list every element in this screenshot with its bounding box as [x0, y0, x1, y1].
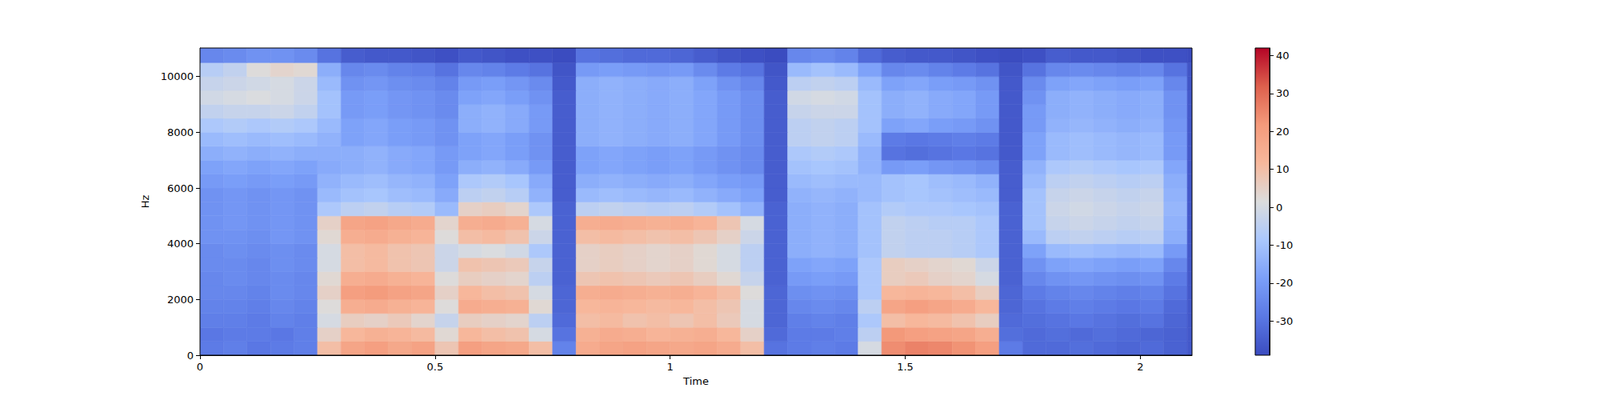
svg-text:1: 1 [667, 360, 674, 373]
svg-text:-20: -20 [1276, 276, 1293, 289]
svg-text:1.5: 1.5 [896, 360, 914, 373]
svg-text:20: 20 [1276, 125, 1290, 138]
svg-text:40: 40 [1276, 49, 1290, 62]
svg-text:8000: 8000 [167, 126, 194, 139]
svg-text:6000: 6000 [167, 182, 194, 195]
svg-text:0: 0 [187, 349, 194, 362]
svg-text:0: 0 [1276, 201, 1283, 214]
svg-text:-30: -30 [1276, 315, 1293, 328]
svg-text:2: 2 [1136, 360, 1144, 373]
svg-text:4000: 4000 [167, 237, 194, 250]
svg-text:0: 0 [196, 360, 204, 373]
svg-text:10: 10 [1276, 163, 1290, 176]
svg-text:0.5: 0.5 [426, 360, 444, 373]
svg-text:10000: 10000 [160, 70, 194, 83]
svg-text:Time: Time [682, 375, 709, 388]
svg-text:-10: -10 [1276, 239, 1293, 252]
svg-text:2000: 2000 [167, 293, 194, 306]
svg-text:Hz: Hz [139, 195, 152, 209]
svg-text:30: 30 [1276, 87, 1290, 100]
